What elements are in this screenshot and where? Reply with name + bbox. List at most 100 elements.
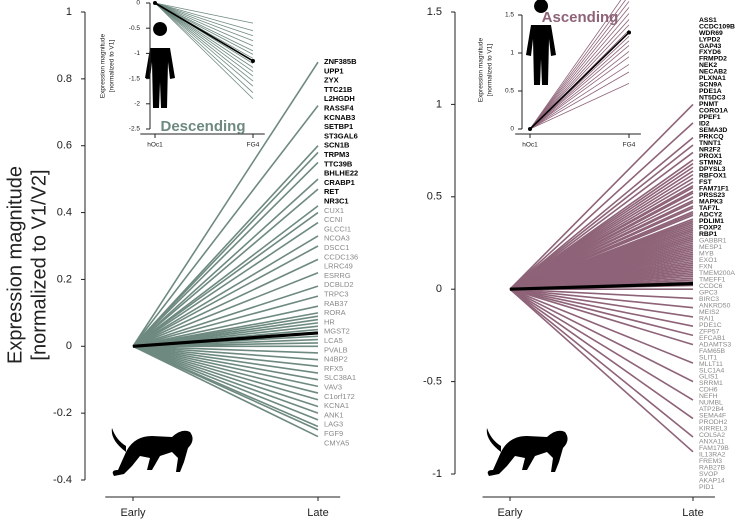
gene-label: NECAB2 — [699, 69, 727, 76]
gene-label: RBP1 — [699, 231, 717, 238]
gene-label: CCNI — [324, 215, 342, 224]
gene-label: SEMA3D — [699, 127, 727, 134]
gene-line — [132, 345, 319, 394]
gene-line — [509, 122, 694, 290]
y-tick-label: 1 — [66, 6, 72, 18]
gene-line — [132, 305, 319, 348]
x-tick-label: Late — [307, 507, 328, 519]
gene-label: RASSF4 — [324, 103, 354, 112]
x-tick-label: Late — [682, 507, 703, 519]
gene-label: RFX5 — [324, 364, 343, 373]
gene-line — [509, 288, 694, 438]
x-tick-label: FG4 — [247, 142, 260, 149]
gene-line — [154, 2, 254, 24]
gene-line — [509, 288, 694, 337]
gene-line — [529, 64, 630, 130]
gene-label: FAM179B — [699, 445, 729, 452]
gene-label: CCDC6 — [699, 283, 723, 290]
y-tick-label: 0.5 — [427, 191, 442, 203]
gene-label: ANXA11 — [699, 439, 725, 446]
gene-line — [529, 7, 630, 130]
gene-line — [154, 2, 254, 82]
gene-label: FOXP2 — [699, 224, 722, 231]
y-tick-label: 0.2 — [57, 273, 72, 285]
gene-label: TMEFF1 — [699, 276, 726, 283]
gene-line — [154, 2, 254, 87]
gene-line — [154, 2, 254, 55]
gene-line — [132, 245, 319, 347]
gene-label: BHLHE22 — [324, 169, 358, 178]
gene-label: RAB37 — [324, 299, 348, 308]
mean-point — [153, 1, 157, 5]
human-icon — [145, 22, 175, 109]
gene-label: PRSS23 — [699, 192, 725, 199]
gene-label: RAB27B — [699, 465, 726, 472]
gene-label: PDE1A — [699, 88, 722, 95]
gene-line — [529, 83, 630, 130]
gene-label: L2HGDH — [324, 94, 355, 103]
y-tick-label: 0.4 — [57, 206, 72, 218]
gene-label: NEK2 — [699, 62, 717, 69]
gene-line — [509, 288, 694, 383]
mean-line — [529, 31, 630, 130]
gene-line — [132, 61, 319, 347]
gene-label: RBFOX1 — [699, 173, 727, 180]
inset-title: Ascending — [542, 9, 619, 26]
gene-label: MYB — [699, 250, 714, 257]
gene-line — [132, 211, 319, 347]
gene-label: NEFH — [699, 393, 718, 400]
gene-label: PROX1 — [699, 153, 722, 160]
gene-line — [132, 345, 319, 374]
gene-label: ATP2B4 — [699, 406, 724, 413]
gene-label: ZFP57 — [699, 328, 720, 335]
gene-label: PPEF1 — [699, 114, 721, 121]
gene-line — [509, 288, 694, 318]
y-tick-label: -0.5 — [423, 376, 442, 388]
gene-line — [132, 345, 319, 421]
gene-line — [132, 285, 319, 348]
gene-label: MLLT11 — [699, 361, 723, 368]
y-axis-label: [normalized to V1/V2] — [28, 169, 50, 360]
gene-label: DCBLD2 — [324, 280, 354, 289]
x-tick-label: Early — [120, 507, 146, 519]
gene-line — [132, 345, 319, 361]
gene-line — [154, 2, 254, 100]
gene-label: WDR69 — [699, 30, 723, 37]
gene-line — [529, 45, 630, 130]
y-tick-label: 0.6 — [57, 140, 72, 152]
gene-label: FRMPD2 — [699, 56, 727, 63]
gene-line — [509, 151, 694, 290]
mean-point — [251, 58, 255, 63]
gene-label: ANKRD50 — [699, 302, 731, 309]
inset-title: Descending — [160, 118, 245, 135]
gene-line — [132, 345, 319, 354]
gene-line — [132, 205, 319, 347]
gene-line — [509, 144, 694, 290]
gene-line — [509, 288, 694, 346]
gene-line — [529, 71, 630, 130]
gene-label: NCOA3 — [324, 234, 350, 243]
gene-label: SCN9A — [699, 82, 722, 89]
gene-label: KCNA1 — [324, 401, 349, 410]
y-tick-label: -2.5 — [129, 126, 141, 133]
gene-label: ZYX — [324, 76, 339, 85]
gene-label: ST3GAL6 — [324, 131, 358, 140]
gene-line — [132, 295, 319, 348]
gene-line — [154, 2, 254, 42]
gene-label: KIRREL3 — [699, 426, 728, 433]
gene-label: BIRC3 — [699, 296, 719, 303]
gene-line — [132, 235, 319, 347]
chart-panel: 1 0.8 0.6 0.4 0.2 0 -0.2 -0.4 Early Late ZNF385BUP… — [4, 6, 358, 519]
mean-line — [509, 282, 694, 291]
gene-line — [509, 288, 694, 309]
y-tick-label: -0.4 — [53, 474, 72, 486]
y-tick-label: 0.8 — [57, 73, 72, 85]
gene-line — [154, 2, 254, 72]
gene-label: TTC21B — [324, 85, 353, 94]
gene-label: TRPM3 — [324, 150, 349, 159]
gene-line — [132, 178, 319, 347]
y-tick-label: 0 — [436, 283, 442, 295]
y-tick-label: 0 — [510, 126, 514, 133]
